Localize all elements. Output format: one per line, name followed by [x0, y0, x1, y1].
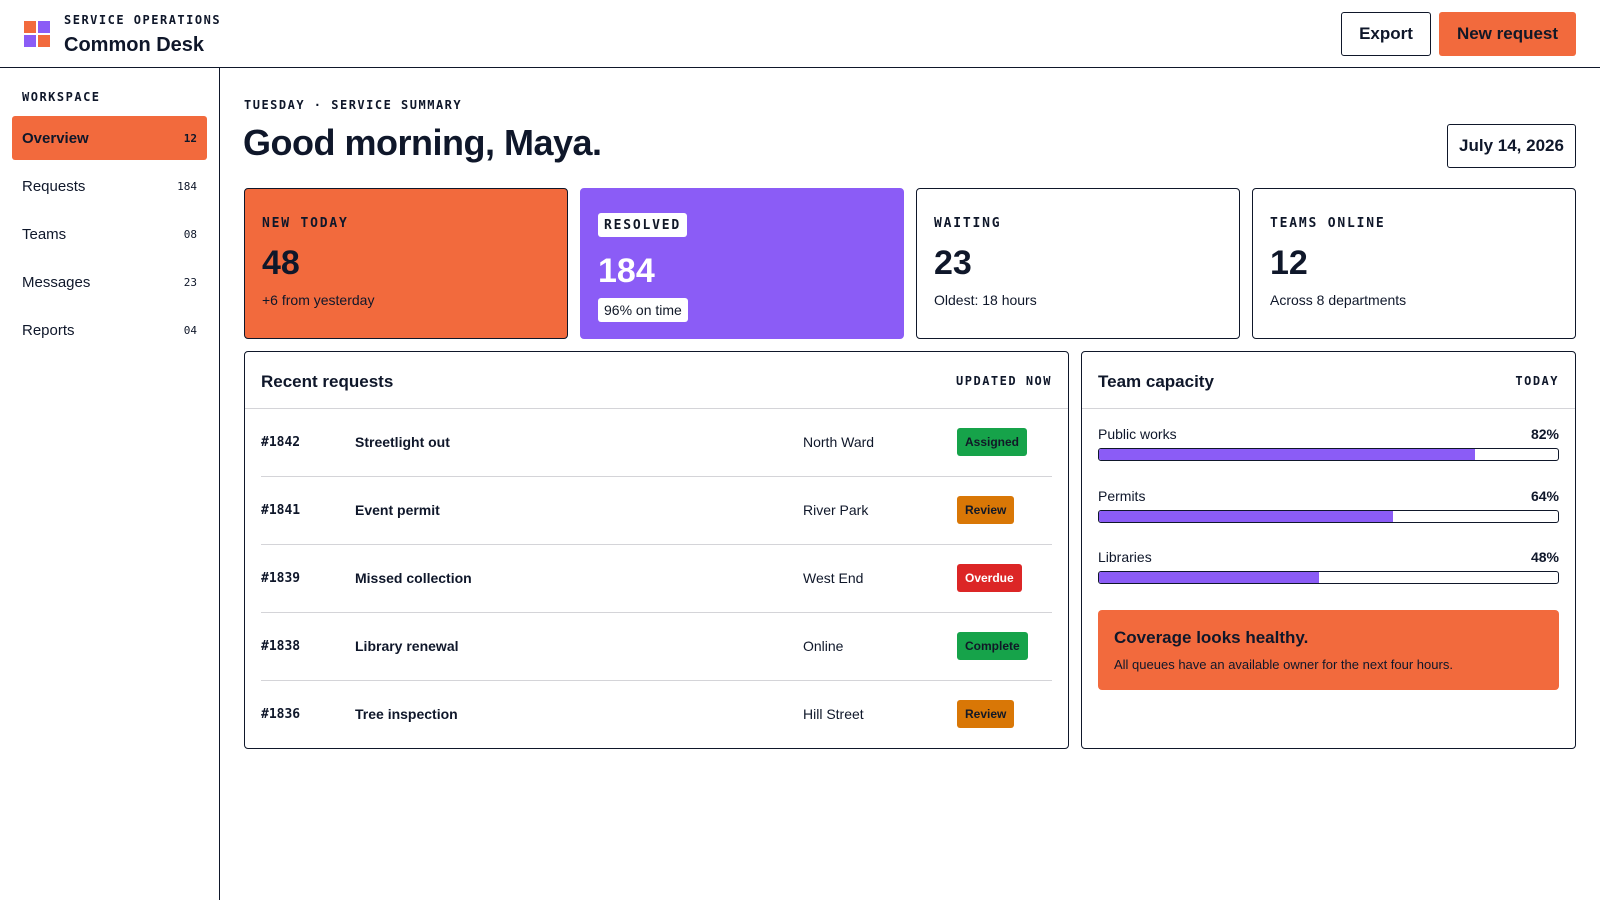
table-row[interactable]: #1836 Tree inspection Hill Street Review — [261, 681, 1052, 749]
stat-sub: Oldest: 18 hours — [934, 292, 1037, 308]
panel-header: Recent requests UPDATED NOW — [245, 352, 1068, 409]
brand-kicker: SERVICE OPERATIONS — [64, 13, 222, 27]
request-title: Missed collection — [355, 570, 472, 586]
sidebar-item-count: 08 — [183, 227, 197, 241]
request-location: Hill Street — [803, 706, 864, 722]
sidebar-item-label: Requests — [22, 177, 86, 195]
panel-title: Team capacity — [1098, 372, 1214, 391]
recent-requests-panel: Recent requests UPDATED NOW #1842 Street… — [244, 351, 1069, 749]
request-title: Tree inspection — [355, 706, 458, 722]
status-badge: Review — [957, 496, 1015, 524]
coverage-callout: Coverage looks healthy. All queues have … — [1098, 610, 1559, 690]
capacity-team-name: Libraries — [1098, 549, 1152, 565]
new-request-button[interactable]: New request — [1439, 12, 1576, 56]
capacity-percent: 64% — [1530, 488, 1559, 504]
top-bar: SERVICE OPERATIONS Common Desk Export Ne… — [0, 0, 1600, 68]
panel-header: Team capacity TODAY — [1082, 352, 1575, 409]
request-id: #1842 — [261, 435, 301, 450]
capacity-bar-fill — [1099, 511, 1393, 522]
callout-text: All queues have an available owner for t… — [1114, 657, 1453, 672]
app-name: Common Desk — [64, 34, 205, 56]
page-title: Good morning, Maya. — [243, 122, 602, 163]
status-badge: Overdue — [957, 564, 1022, 592]
request-id: #1839 — [261, 571, 301, 586]
sidebar-item-requests[interactable]: Requests 184 — [12, 164, 207, 208]
callout-title: Coverage looks healthy. — [1114, 628, 1309, 647]
request-id: #1841 — [261, 503, 301, 518]
stat-card-waiting: WAITING 23 Oldest: 18 hours — [916, 188, 1240, 339]
date-selector[interactable]: July 14, 2026 — [1447, 124, 1576, 168]
stat-label: NEW TODAY — [262, 216, 349, 231]
table-row[interactable]: #1838 Library renewal Online Complete — [261, 613, 1052, 681]
capacity-bar — [1098, 510, 1559, 523]
sidebar: WORKSPACE Overview 12 Requests 184 Teams… — [0, 68, 220, 900]
request-id: #1836 — [261, 707, 301, 722]
capacity-bar-fill — [1099, 572, 1320, 583]
stat-value: 12 — [1270, 244, 1308, 282]
sidebar-item-messages[interactable]: Messages 23 — [12, 260, 207, 304]
request-location: River Park — [803, 502, 869, 518]
capacity-team-name: Permits — [1098, 488, 1146, 504]
stat-value: 184 — [598, 252, 655, 290]
sidebar-item-teams[interactable]: Teams 08 — [12, 212, 207, 256]
sidebar-item-count: 23 — [183, 275, 197, 289]
page-kicker: TUESDAY · SERVICE SUMMARY — [244, 98, 463, 112]
stat-label: WAITING — [934, 216, 1002, 231]
sidebar-item-label: Messages — [22, 273, 91, 291]
sidebar-item-label: Overview — [22, 129, 89, 147]
panel-tag: TODAY — [1515, 374, 1559, 388]
capacity-team-name: Public works — [1098, 426, 1177, 442]
request-location: West End — [803, 570, 864, 586]
table-row[interactable]: #1839 Missed collection West End Overdue — [261, 545, 1052, 613]
export-button[interactable]: Export — [1341, 12, 1431, 56]
stat-label: TEAMS ONLINE — [1270, 216, 1386, 231]
table-row[interactable]: #1842 Streetlight out North Ward Assigne… — [261, 409, 1052, 477]
panel-title: Recent requests — [261, 372, 394, 391]
request-location: North Ward — [803, 434, 875, 450]
request-title: Streetlight out — [355, 434, 450, 450]
sidebar-item-count: 12 — [183, 131, 197, 145]
sidebar-item-label: Reports — [22, 321, 75, 339]
stat-sub: +6 from yesterday — [262, 292, 375, 308]
capacity-bar-fill — [1099, 449, 1476, 460]
sidebar-heading: WORKSPACE — [22, 90, 101, 104]
status-badge: Complete — [957, 632, 1028, 660]
capacity-bar — [1098, 571, 1559, 584]
stat-value: 23 — [934, 244, 972, 282]
sidebar-item-count: 04 — [183, 323, 197, 337]
stat-card-resolved: RESOLVED 184 96% on time — [580, 188, 904, 339]
capacity-percent: 82% — [1530, 426, 1559, 442]
stat-value: 48 — [262, 244, 300, 282]
request-id: #1838 — [261, 639, 301, 654]
app-logo-icon — [24, 21, 50, 47]
stat-sub: 96% on time — [598, 298, 688, 322]
sidebar-item-overview[interactable]: Overview 12 — [12, 116, 207, 160]
panel-tag: UPDATED NOW — [956, 374, 1052, 388]
stat-sub: Across 8 departments — [1270, 292, 1407, 308]
status-badge: Assigned — [957, 428, 1028, 456]
request-title: Event permit — [355, 502, 440, 518]
capacity-bar — [1098, 448, 1559, 461]
table-row[interactable]: #1841 Event permit River Park Review — [261, 477, 1052, 545]
status-badge: Review — [957, 700, 1015, 728]
request-title: Library renewal — [355, 638, 459, 654]
sidebar-item-reports[interactable]: Reports 04 — [12, 308, 207, 352]
sidebar-item-label: Teams — [22, 225, 67, 243]
stat-card-new-today: NEW TODAY 48 +6 from yesterday — [244, 188, 568, 339]
stat-label: RESOLVED — [598, 213, 688, 237]
capacity-percent: 48% — [1530, 549, 1559, 565]
sidebar-item-count: 184 — [177, 179, 197, 193]
team-capacity-panel: Team capacity TODAY Public works 82% Per… — [1081, 351, 1576, 749]
request-location: Online — [803, 638, 844, 654]
stat-card-teams-online: TEAMS ONLINE 12 Across 8 departments — [1252, 188, 1576, 339]
